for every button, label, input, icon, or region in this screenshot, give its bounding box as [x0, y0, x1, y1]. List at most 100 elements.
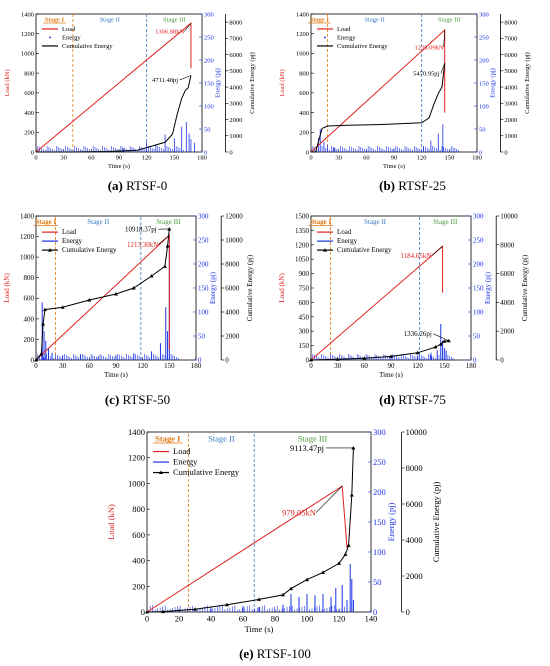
energy-tick-label: 100 [198, 308, 209, 316]
cumulative-marker [346, 543, 351, 547]
cumulative-tick-label: 6000 [406, 499, 423, 509]
annotation-leader [184, 22, 192, 32]
cumulative-axis-label: Cumulative Energy (pj) [524, 52, 531, 114]
caption-c-text: RTSF-50 [122, 392, 171, 407]
stage-label: Stage II [100, 17, 120, 24]
x-tick-label: 90 [391, 155, 398, 162]
legend-swatch [324, 36, 326, 39]
legend-entry: Load [337, 26, 351, 33]
cumulative-marker [442, 339, 447, 343]
cumulative-tick-label: 10000 [500, 212, 518, 220]
energy-noise [149, 605, 348, 612]
cumulative-tick-label: 4000 [500, 299, 515, 307]
cumulative-marker [309, 358, 313, 362]
energy-tick-label: 100 [204, 103, 214, 110]
caption-b-letter: (b) [379, 178, 395, 193]
x-tick-label: 80 [271, 614, 280, 624]
energy-noise [312, 146, 459, 152]
x-tick-label: 30 [59, 362, 67, 370]
energy-tick-label: 200 [479, 57, 489, 64]
energy-tick-label: 0 [198, 356, 202, 364]
load-tick-label: 150 [299, 342, 310, 350]
legend-entry: Load [62, 228, 77, 236]
cumulative-marker [162, 264, 167, 268]
energy-tick-label: 0 [204, 149, 207, 156]
cumulative-tick-label: 0 [500, 356, 504, 364]
x-tick-label: 180 [197, 155, 207, 162]
cumulative-tick-label: 8000 [504, 19, 517, 26]
cumulative-tick-label: 7000 [504, 36, 517, 43]
energy-tick-label: 250 [204, 34, 214, 41]
load-tick-label: 1400 [20, 212, 35, 220]
cumulative-axis-label: Cumulative Energy (pj) [246, 254, 254, 321]
stage-label: Stage I [155, 434, 181, 444]
caption-e-letter: (e) [239, 646, 254, 661]
load-tick-label: 0 [141, 607, 145, 617]
cumulative-tick-label: 5000 [504, 68, 517, 75]
cumulative-marker [145, 610, 149, 614]
load-tick-label: 750 [299, 284, 310, 292]
caption-d: (d) RTSF-75 [275, 392, 550, 408]
energy-tick-label: 150 [479, 80, 489, 87]
load-tick-label: 1000 [296, 51, 309, 58]
cumulative-marker [349, 493, 354, 497]
x-tick-label: 60 [88, 155, 95, 162]
energy-tick-label: 50 [204, 126, 211, 133]
legend-entry: Energy [62, 237, 83, 245]
load-tick-label: 1200 [20, 233, 35, 241]
x-tick-label: 30 [60, 155, 67, 162]
energy-tick-label: 300 [198, 212, 209, 220]
x-tick-label: 90 [113, 362, 121, 370]
caption-d-letter: (d) [379, 392, 395, 407]
energy-tick-label: 100 [479, 103, 489, 110]
annotation-label: 1213.30kN [127, 241, 158, 249]
cumulative-marker [42, 307, 47, 312]
cumulative-tick-label: 6000 [504, 52, 517, 59]
stage-label: Stage II [364, 218, 387, 226]
plot-frame [310, 13, 478, 153]
annotation-label: 1306.88kN [155, 29, 184, 36]
caption-d-text: RTSF-75 [398, 392, 446, 407]
load-tick-label: 200 [132, 581, 145, 591]
x-tick-label: 120 [142, 155, 152, 162]
x-tick-label: 30 [334, 362, 342, 370]
load-axis-label: Load (kN) [278, 273, 286, 303]
cumulative-tick-label: 8000 [406, 463, 423, 473]
annotation-label: 10918.37pj [125, 226, 157, 234]
cumulative-marker [438, 342, 443, 346]
annotation-label: 1336.26pj [404, 330, 432, 338]
energy-tick-label: 300 [473, 212, 484, 220]
load-axis-label: Load (kN) [106, 504, 116, 540]
stage-label: Stage III [163, 17, 186, 24]
cumulative-tick-label: 10000 [406, 427, 427, 437]
stage-label: Stage III [298, 434, 328, 444]
legend-entry: Cumulative Energy [173, 467, 240, 477]
load-tick-label: 800 [132, 504, 145, 514]
x-tick-label: 180 [472, 155, 482, 162]
caption-a-letter: (a) [107, 178, 123, 193]
stage-label: Stage I [35, 218, 56, 226]
cumulative-marker [193, 607, 197, 611]
cumulative-tick-label: 0 [504, 149, 507, 156]
load-tick-label: 400 [24, 315, 35, 323]
energy-tick-label: 50 [479, 126, 486, 133]
legend-entry: Energy [337, 34, 356, 41]
energy-tick-label: 50 [373, 577, 382, 587]
legend-entry: Cumulative Energy [337, 246, 392, 254]
cumulative-tick-label: 2000 [225, 332, 240, 340]
x-tick-label: 150 [169, 155, 179, 162]
energy-tick-label: 0 [473, 356, 477, 364]
load-tick-label: 1200 [21, 31, 34, 38]
x-tick-label: 0 [309, 155, 312, 162]
energy-tick-label: 250 [373, 457, 386, 467]
x-tick-label: 120 [417, 155, 427, 162]
stage-label: Stage III [156, 218, 181, 226]
cumulative-tick-label: 4000 [229, 84, 242, 91]
load-line [35, 22, 192, 153]
annotation-leader [440, 63, 446, 74]
cumulative-tick-label: 1000 [229, 133, 242, 140]
load-tick-label: 400 [132, 556, 145, 566]
caption-a-text: RTSF-0 [126, 178, 168, 193]
caption-b-text: RTSF-25 [398, 178, 446, 193]
annotation-label: 1238.09kN [415, 44, 444, 51]
